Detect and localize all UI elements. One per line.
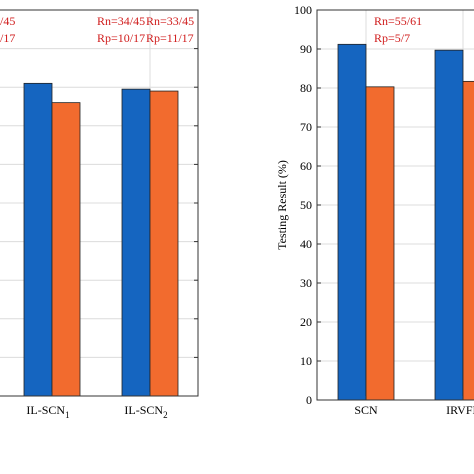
right-ytick-label: 30 bbox=[300, 276, 312, 290]
left-annotation-text: Rn=34/45 bbox=[97, 14, 145, 28]
right-ytick-label: 60 bbox=[300, 159, 312, 173]
right-ytick-label: 90 bbox=[300, 42, 312, 56]
right-bar-orange-2 bbox=[462, 80, 474, 401]
right-ytick-label: 40 bbox=[300, 237, 312, 251]
right-category-label: IRVFL bbox=[446, 403, 474, 417]
left-bar-orange-1 bbox=[51, 102, 81, 397]
left-annotation-text: /17 bbox=[0, 31, 15, 45]
right-ytick-label: 0 bbox=[306, 393, 312, 407]
left-annotation-text: Rn=33/45 bbox=[146, 14, 194, 28]
left-annotation-text: Rp=10/17 bbox=[97, 31, 145, 45]
right-chart-panel: 0 10 20 30 40 50 60 70 80 90 100 SCN IRVFL Testing Re… bbox=[275, 3, 474, 417]
right-annotation-text: Rp=5/7 bbox=[374, 31, 410, 45]
left-annotation-text: Rp=11/17 bbox=[146, 31, 194, 45]
right-ytick-label: 70 bbox=[300, 120, 312, 134]
left-category-label: IL-SCN1 bbox=[26, 403, 69, 420]
right-ytick-label: 50 bbox=[300, 198, 312, 212]
left-bar-blue-2 bbox=[121, 88, 151, 397]
right-ytick-label: 20 bbox=[300, 315, 312, 329]
right-y-axis-title: Testing Result (%) bbox=[275, 160, 289, 250]
right-bar-blue-2 bbox=[434, 49, 464, 401]
right-annotation-text: Rn=55/61 bbox=[374, 14, 422, 28]
left-bar-orange-2 bbox=[149, 90, 179, 397]
left-annotation-text: /45 bbox=[0, 14, 15, 28]
right-ytick-label: 100 bbox=[294, 3, 312, 17]
right-ytick-label: 80 bbox=[300, 81, 312, 95]
left-bar-blue-1 bbox=[23, 82, 53, 397]
left-category-label: IL-SCN2 bbox=[124, 403, 167, 420]
right-ytick-label: 10 bbox=[300, 354, 312, 368]
left-chart-panel: IL-SCN1 IL-SCN2/45/17 Rn=34/45 Rp=10/17Rn=3… bbox=[0, 9, 199, 420]
right-bar-orange-1 bbox=[365, 86, 395, 401]
right-bar-blue-1 bbox=[337, 43, 367, 401]
right-category-label: SCN bbox=[354, 403, 378, 417]
